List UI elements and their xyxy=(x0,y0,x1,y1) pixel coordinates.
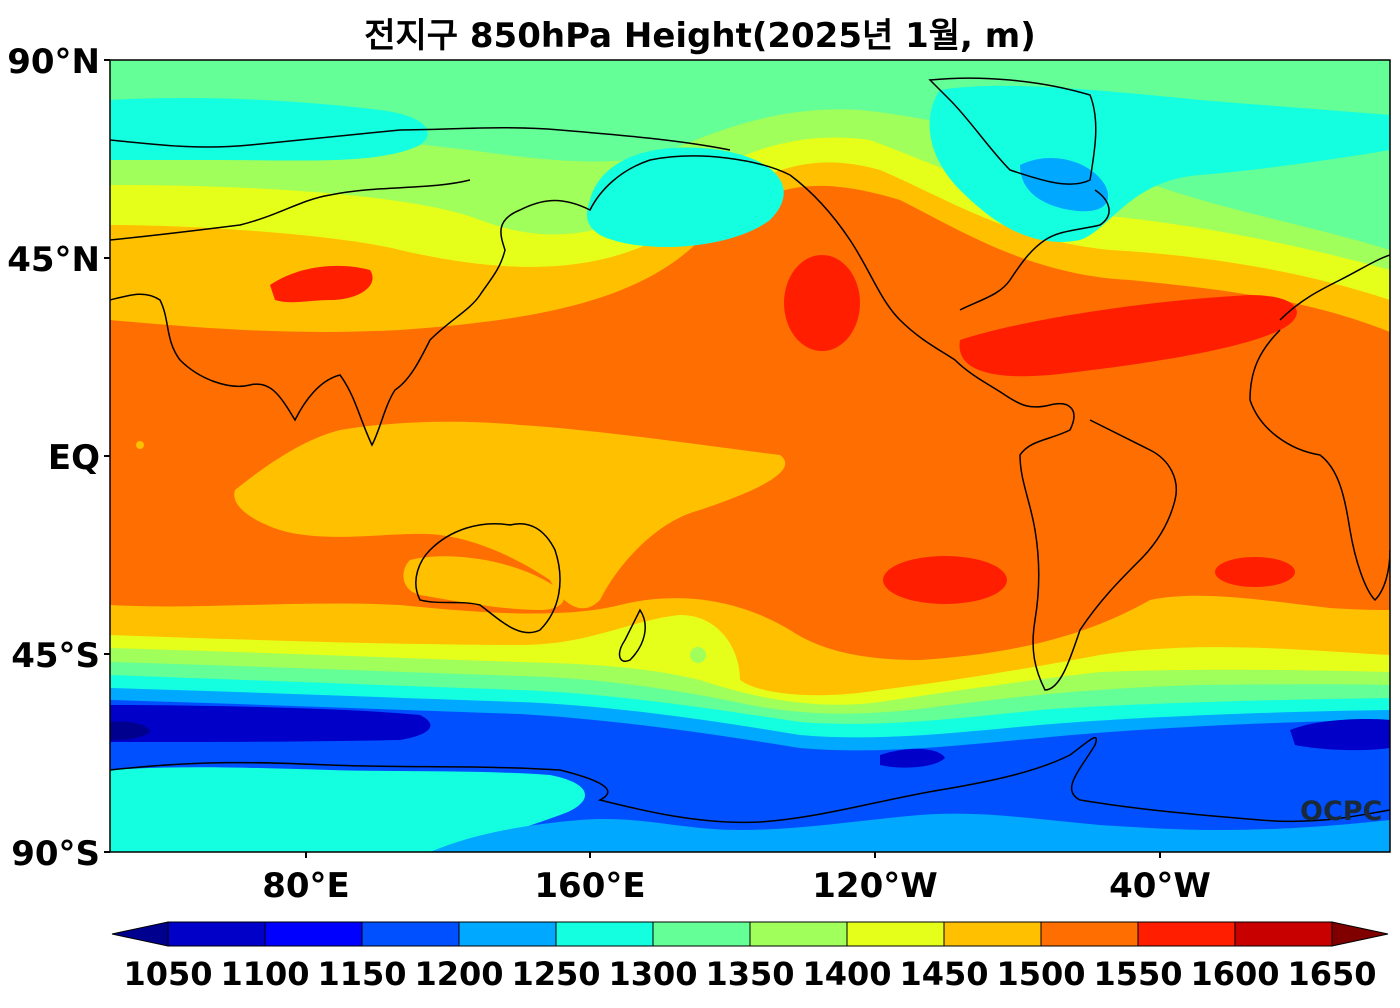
colorbar-tick-label: 1050 xyxy=(123,955,213,993)
colorbar-tick-label: 1150 xyxy=(317,955,407,993)
lat-tick-eq: EQ xyxy=(47,438,100,478)
colorbar-tick-label: 1550 xyxy=(1093,955,1183,993)
colorbar-tick-label: 1250 xyxy=(511,955,601,993)
lat-tick-45n: 45°N xyxy=(7,240,100,280)
map-title: 전지구 850hPa Height(2025년 1월, m) xyxy=(364,16,1036,56)
colorbar-tick-label: 1350 xyxy=(705,955,795,993)
colorbar-tick-label: 1600 xyxy=(1190,955,1280,993)
lat-tick-90n: 90°N xyxy=(7,42,100,82)
colorbar-tick-label: 1500 xyxy=(996,955,1086,993)
lon-tick-80e: 80°E xyxy=(262,866,350,906)
colorbar-swatch xyxy=(1040,921,1139,947)
colorbar-tick-label: 1400 xyxy=(802,955,892,993)
colorbar-tick-label: 1100 xyxy=(220,955,310,993)
colorbar-swatch xyxy=(1137,921,1236,947)
ocpc-watermark: OCPC xyxy=(1300,796,1383,827)
colorbar-swatch xyxy=(361,921,460,947)
height-contour-field xyxy=(110,60,1390,852)
colorbar xyxy=(111,921,1389,947)
colorbar-swatch xyxy=(943,921,1042,947)
colorbar-tick-label: 1650 xyxy=(1287,955,1377,993)
colorbar-swatch xyxy=(167,921,266,947)
lon-tick-160e: 160°E xyxy=(534,866,646,906)
colorbar-swatch xyxy=(652,921,751,947)
colorbar-swatch xyxy=(458,921,557,947)
coastlines xyxy=(110,77,1390,824)
colorbar-swatch xyxy=(1234,921,1333,947)
colorbar-swatch xyxy=(264,921,363,947)
lon-tick-40w: 40°W xyxy=(1109,866,1211,906)
lat-tick-45s: 45°S xyxy=(11,636,100,676)
colorbar-extend-high xyxy=(1331,921,1389,947)
colorbar-swatch xyxy=(555,921,654,947)
colorbar-tick-label: 1300 xyxy=(608,955,698,993)
colorbar-tick-label: 1450 xyxy=(899,955,989,993)
colorbar-swatch xyxy=(846,921,945,947)
colorbar-tick-label: 1200 xyxy=(414,955,504,993)
lat-tick-90s: 90°S xyxy=(11,834,100,874)
colorbar-swatch xyxy=(749,921,848,947)
colorbar-extend-low xyxy=(111,921,169,947)
lon-tick-120w: 120°W xyxy=(812,866,938,906)
axis-ticks xyxy=(104,59,1161,858)
